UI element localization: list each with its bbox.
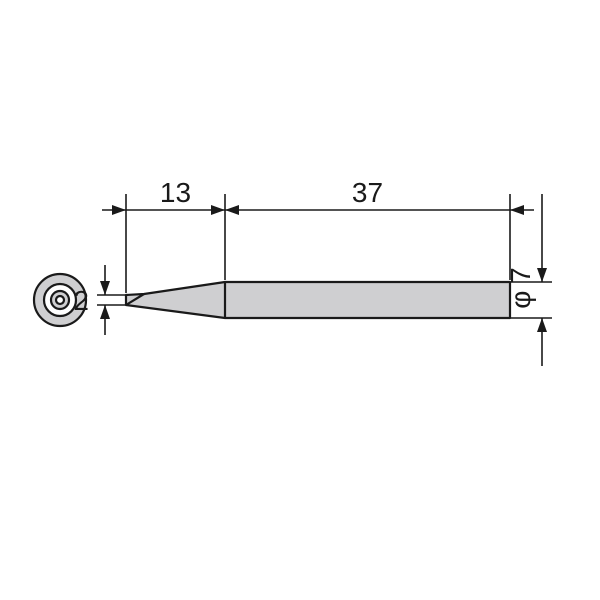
dim-label-2: 2 bbox=[73, 285, 89, 316]
dimensions: 13 37 φ 7 2 bbox=[73, 177, 552, 366]
dim-label-phi7: φ 7 bbox=[505, 267, 536, 309]
tip-outline bbox=[126, 282, 510, 318]
technical-drawing: 13 37 φ 7 2 bbox=[0, 0, 600, 600]
side-view bbox=[126, 282, 510, 318]
dim-label-37: 37 bbox=[352, 177, 383, 208]
inner-ring bbox=[51, 291, 69, 309]
dim-label-13: 13 bbox=[160, 177, 191, 208]
